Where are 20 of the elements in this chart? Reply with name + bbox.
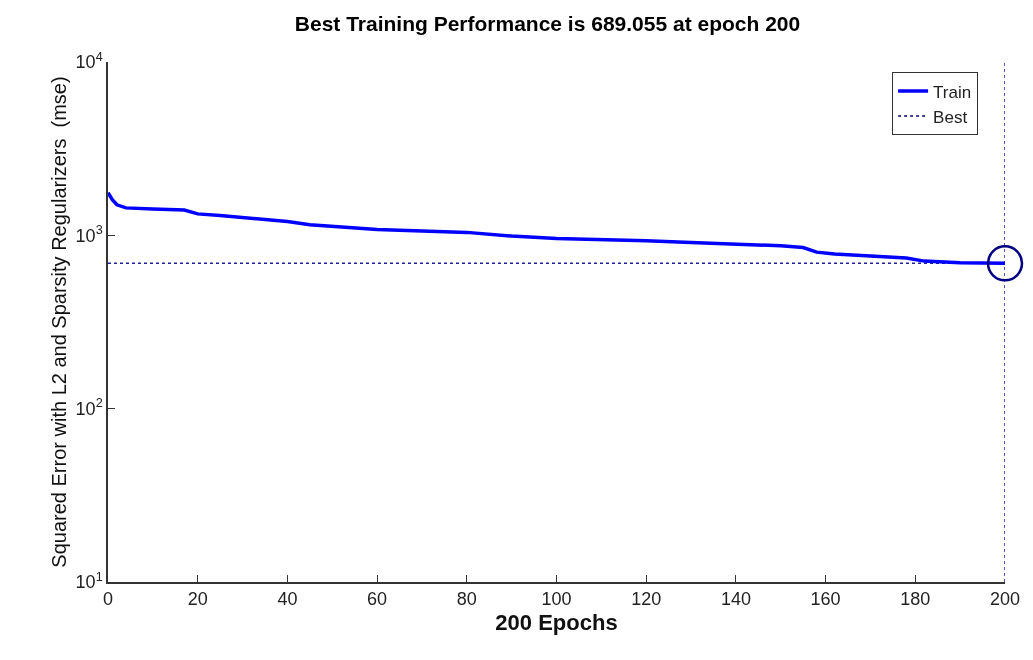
x-tick-label: 140 bbox=[720, 589, 751, 610]
y-tick-label: 10$^{3}$ bbox=[75, 223, 103, 246]
x-tick-label: 60 bbox=[367, 589, 388, 610]
x-tick-label: 20 bbox=[187, 589, 208, 610]
y-tick-label: 10$^{1}$ bbox=[75, 569, 103, 593]
y-axis-title: Squared Error with L2 and Sparsity Regularizers (mse) bbox=[47, 76, 70, 568]
legend-label: Train bbox=[933, 82, 972, 102]
x-tick-label: 40 bbox=[277, 589, 298, 610]
y-tick-label: 10$^{4}$ bbox=[75, 49, 103, 73]
chart-title: Best Training Performance is 689.055 at epoch 200 bbox=[294, 12, 801, 36]
x-axis-title: 200 Epochs bbox=[495, 609, 618, 635]
x-tick-label: 100 bbox=[541, 589, 572, 610]
x-tick-label: 180 bbox=[900, 589, 931, 610]
x-tick-label: 0 bbox=[102, 589, 114, 610]
x-tick-label: 160 bbox=[810, 589, 841, 610]
legend-label: Best bbox=[933, 107, 968, 127]
x-tick-label: 80 bbox=[456, 589, 477, 610]
x-tick-label: 120 bbox=[631, 589, 662, 610]
x-tick-label: 200 bbox=[989, 589, 1021, 610]
y-tick-label: 10$^{2}$ bbox=[75, 396, 103, 419]
